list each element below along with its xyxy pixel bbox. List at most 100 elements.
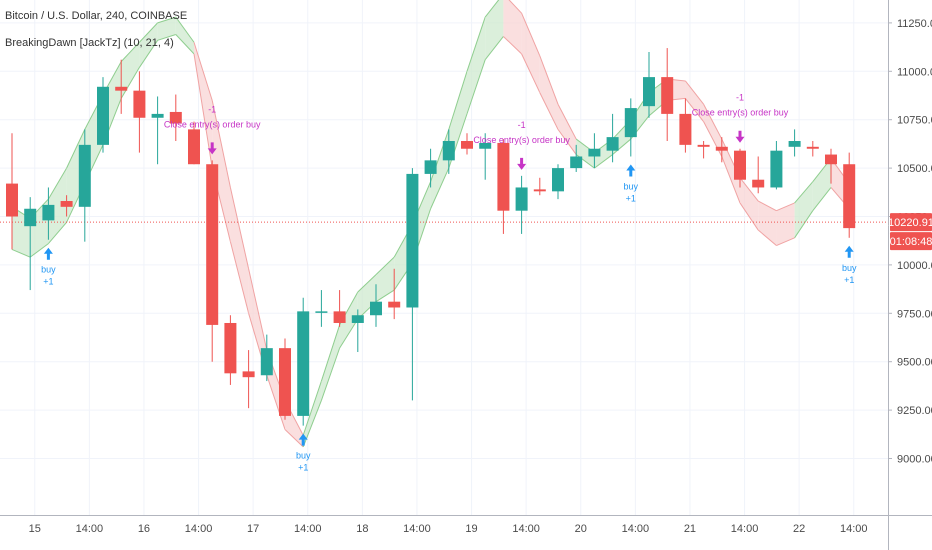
band-upper-line xyxy=(248,268,268,351)
candle xyxy=(788,129,801,157)
candle xyxy=(424,148,437,188)
candle xyxy=(533,177,546,196)
band-upper-line xyxy=(193,42,213,101)
candle-body xyxy=(461,140,473,149)
candle-body xyxy=(315,311,328,313)
band-lower-line xyxy=(484,36,504,60)
band-lower-line xyxy=(266,375,286,430)
candle-body xyxy=(624,108,637,138)
candle-body xyxy=(188,129,200,165)
band-upper-line xyxy=(521,13,541,57)
y-tick-label: 10750.00 xyxy=(897,115,932,127)
close-qty-label: -1 xyxy=(736,93,744,103)
band-upper-line xyxy=(302,380,322,436)
y-tick-label: 9250.00 xyxy=(897,405,932,417)
candle xyxy=(388,268,401,320)
band-segment xyxy=(685,80,704,122)
candle xyxy=(6,133,18,250)
candle-body xyxy=(115,86,128,91)
candle-body xyxy=(497,142,510,211)
grid xyxy=(0,0,888,515)
band-upper-line xyxy=(508,0,522,14)
band-segment xyxy=(230,187,249,314)
candle-body xyxy=(351,315,364,323)
band-lower-line xyxy=(229,241,250,314)
candle xyxy=(661,48,674,141)
candle-body xyxy=(297,311,310,416)
band-segment xyxy=(703,104,722,157)
band-upper-line xyxy=(139,22,158,43)
candle-body xyxy=(788,140,801,147)
x-tick-label: 14:00 xyxy=(731,523,759,535)
band-segment xyxy=(740,177,759,231)
close-signal: -1 Close entry(s) order buy xyxy=(164,104,261,155)
close-arrow-icon xyxy=(517,157,527,170)
candle-body xyxy=(78,144,91,207)
candle-body xyxy=(806,146,819,149)
candle xyxy=(843,152,856,238)
candle xyxy=(24,197,37,291)
band-lower-line xyxy=(794,210,814,239)
close-arrow-icon xyxy=(735,130,745,143)
candle-body xyxy=(715,146,728,151)
x-tick-label: 17 xyxy=(247,523,259,535)
band-lower-line xyxy=(284,429,304,448)
candle-body xyxy=(552,168,564,192)
strategy-signals: buy +1 -1 Close entry(s) order buy buy +1 -1 Cl… xyxy=(41,93,857,473)
band-segment xyxy=(303,381,322,447)
candle-body xyxy=(442,140,455,161)
candle-body xyxy=(752,179,765,188)
candle xyxy=(588,133,601,169)
band-segment xyxy=(157,17,176,41)
band-lower-line xyxy=(157,34,176,41)
candle-body xyxy=(279,348,291,416)
band-segment xyxy=(339,292,358,349)
buy-label: buy xyxy=(296,451,311,461)
candle xyxy=(624,98,637,157)
candle-body xyxy=(588,148,601,157)
candles xyxy=(6,48,856,426)
band-segment xyxy=(175,17,194,54)
close-signal: -1 Close entry(s) order buy xyxy=(692,93,789,143)
x-tick-label: 21 xyxy=(684,523,696,535)
x-tick-label: 19 xyxy=(465,523,477,535)
band-lower-line xyxy=(11,248,31,258)
band-lower-line xyxy=(757,229,777,246)
band-segment xyxy=(139,22,158,68)
band-segment xyxy=(521,13,540,93)
candle xyxy=(169,94,182,141)
candle-body xyxy=(570,156,583,169)
band-lower-line xyxy=(521,53,541,93)
band-segment xyxy=(48,168,67,244)
x-tick-label: 14:00 xyxy=(76,523,104,535)
candle-body xyxy=(661,77,674,114)
x-axis-labels[interactable]: 15 14:00 16 14:00 17 14:00 18 14:00 19 14:00 20 14:… xyxy=(29,523,868,535)
band-segment xyxy=(794,181,813,238)
close-arrow-icon xyxy=(207,142,217,155)
band-upper-line xyxy=(229,187,250,269)
band-segment xyxy=(776,202,795,246)
band-upper-line xyxy=(794,181,814,204)
band-segment xyxy=(321,324,340,401)
band-lower-line xyxy=(612,138,632,155)
candle-body xyxy=(242,371,255,378)
y-tick-label: 9000.00 xyxy=(897,454,932,466)
candle xyxy=(570,144,583,172)
candle-body xyxy=(515,187,528,211)
band-lower-line xyxy=(48,221,67,244)
band-segment xyxy=(539,55,558,130)
band-lower-line xyxy=(739,202,759,231)
close-label: Close entry(s) order buy xyxy=(473,135,570,145)
band-lower-line xyxy=(776,237,795,247)
buy-signal: buy +1 xyxy=(296,433,311,473)
candle-body xyxy=(424,160,437,174)
band-segment xyxy=(485,0,504,60)
buy-signal: buy +1 xyxy=(41,247,56,287)
x-tick-label: 14:00 xyxy=(403,523,431,535)
band-upper-line xyxy=(47,167,68,200)
band-lower-line xyxy=(375,289,395,303)
candle xyxy=(297,297,310,426)
buy-qty-label: +1 xyxy=(626,193,636,203)
